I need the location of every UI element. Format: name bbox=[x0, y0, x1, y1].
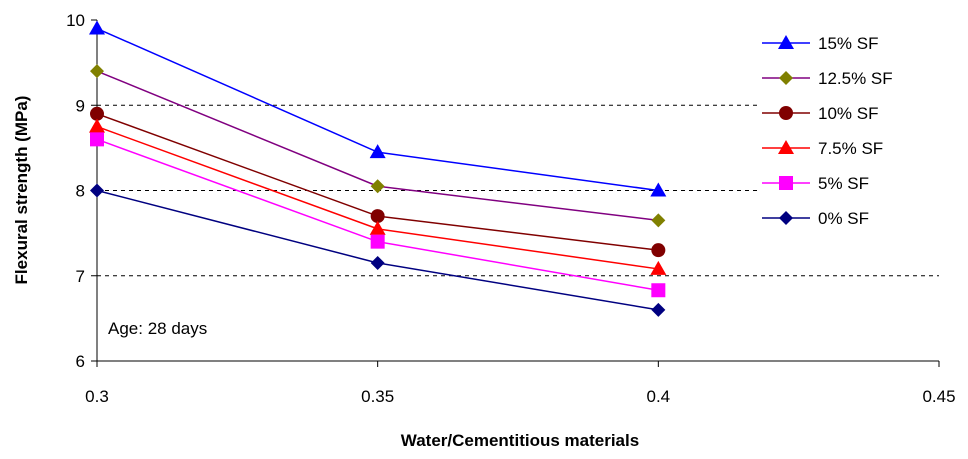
legend-marker bbox=[778, 35, 794, 49]
legend-item: 10% SF bbox=[762, 104, 878, 123]
legend-marker bbox=[779, 71, 793, 85]
series-line bbox=[96, 189, 659, 311]
data-point bbox=[650, 182, 667, 197]
data-point bbox=[650, 260, 667, 275]
legend-marker bbox=[779, 176, 793, 190]
data-point bbox=[370, 255, 385, 270]
data-point bbox=[370, 179, 385, 194]
series-12-5-sf bbox=[90, 64, 666, 228]
data-point bbox=[90, 183, 104, 198]
y-tick-label: 9 bbox=[76, 96, 85, 115]
legend-item: 0% SF bbox=[762, 209, 869, 228]
series-10-sf bbox=[90, 106, 666, 258]
legend-marker bbox=[779, 211, 793, 225]
data-point bbox=[369, 220, 386, 235]
series-7-5-sf bbox=[89, 118, 667, 275]
legend-marker bbox=[778, 140, 794, 154]
series-group bbox=[89, 20, 667, 317]
x-tick-label: 0.3 bbox=[85, 387, 109, 406]
data-point bbox=[90, 106, 104, 121]
legend-label: 12.5% SF bbox=[818, 69, 893, 88]
x-tick-label: 0.45 bbox=[922, 387, 955, 406]
legend-label: 15% SF bbox=[818, 34, 878, 53]
y-axis-title: Flexural strength (MPa) bbox=[12, 96, 31, 285]
y-tick-label: 10 bbox=[66, 11, 85, 30]
axes: 6 7 8 9 10 0.3 0.35 0.4 0.45 bbox=[66, 11, 955, 406]
series-15-sf bbox=[89, 20, 667, 197]
data-point bbox=[370, 234, 385, 249]
age-annotation: Age: 28 days bbox=[108, 319, 207, 338]
legend-item: 5% SF bbox=[762, 174, 869, 193]
legend-label: 10% SF bbox=[818, 104, 878, 123]
legend-box bbox=[757, 22, 957, 234]
x-tick-label: 0.35 bbox=[361, 387, 394, 406]
series-5-sf bbox=[90, 132, 666, 298]
legend-label: 7.5% SF bbox=[818, 139, 883, 158]
x-tick-label: 0.4 bbox=[647, 387, 671, 406]
data-point bbox=[90, 132, 104, 147]
data-point bbox=[90, 64, 104, 79]
legend-marker bbox=[779, 106, 793, 120]
data-point bbox=[89, 20, 105, 35]
series-line bbox=[96, 27, 659, 192]
data-point bbox=[651, 243, 666, 258]
y-tick-label: 6 bbox=[76, 352, 85, 371]
legend-label: 5% SF bbox=[818, 174, 869, 193]
data-point bbox=[651, 283, 666, 298]
legend: 15% SF 12.5% SF 10% SF 7.5% SF 5% SF 0% SF bbox=[757, 22, 957, 234]
legend-item: 15% SF bbox=[762, 34, 878, 53]
data-point bbox=[369, 144, 386, 159]
data-point bbox=[89, 118, 105, 133]
data-point bbox=[651, 302, 666, 317]
legend-label: 0% SF bbox=[818, 209, 869, 228]
x-axis-title: Water/Cementitious materials bbox=[401, 431, 639, 450]
legend-item: 12.5% SF bbox=[762, 69, 893, 88]
legend-item: 7.5% SF bbox=[762, 139, 883, 158]
y-tick-label: 7 bbox=[76, 267, 85, 286]
y-tick-label: 8 bbox=[76, 182, 85, 201]
data-point bbox=[651, 213, 666, 228]
series-0-sf bbox=[90, 183, 666, 317]
data-point bbox=[370, 209, 385, 224]
